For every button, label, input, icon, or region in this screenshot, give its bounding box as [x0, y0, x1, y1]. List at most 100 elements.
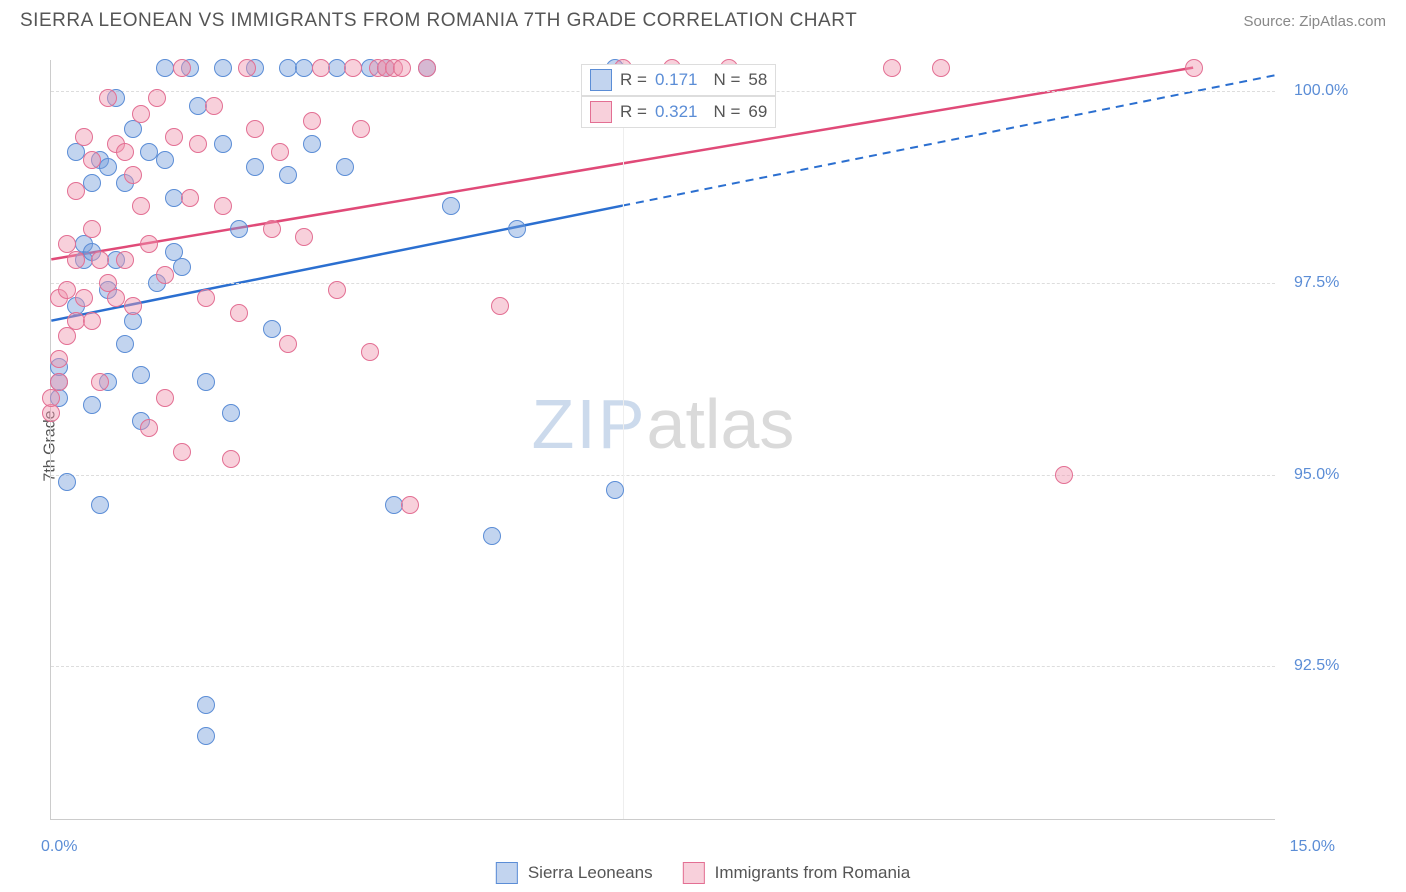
data-point — [124, 166, 142, 184]
data-point — [393, 59, 411, 77]
data-point — [116, 251, 134, 269]
data-point — [401, 496, 419, 514]
data-point — [352, 120, 370, 138]
data-point — [312, 59, 330, 77]
data-point — [156, 266, 174, 284]
data-point — [67, 182, 85, 200]
data-point — [238, 59, 256, 77]
data-point — [222, 404, 240, 422]
data-point — [205, 97, 223, 115]
data-point — [214, 197, 232, 215]
data-point — [279, 335, 297, 353]
stats-box: R = 0.321 N = 69 — [581, 96, 776, 128]
data-point — [83, 396, 101, 414]
data-point — [246, 158, 264, 176]
r-value: 0.171 — [655, 70, 698, 90]
xtick-label: 0.0% — [41, 838, 77, 856]
chart-title: SIERRA LEONEAN VS IMMIGRANTS FROM ROMANI… — [20, 10, 857, 32]
data-point — [75, 128, 93, 146]
data-point — [491, 297, 509, 315]
data-point — [75, 289, 93, 307]
n-value: 58 — [748, 70, 767, 90]
r-label: R = — [620, 70, 647, 90]
data-point — [42, 389, 60, 407]
data-point — [107, 289, 125, 307]
data-point — [173, 443, 191, 461]
ytick-label: 92.5% — [1294, 657, 1339, 675]
data-point — [263, 220, 281, 238]
stats-swatch — [590, 69, 612, 91]
data-point — [42, 404, 60, 422]
data-point — [197, 727, 215, 745]
data-point — [132, 366, 150, 384]
data-point — [173, 59, 191, 77]
data-point — [116, 143, 134, 161]
data-point — [222, 450, 240, 468]
source-label: Source: ZipAtlas.com — [1243, 13, 1386, 30]
data-point — [165, 128, 183, 146]
data-point — [148, 89, 166, 107]
data-point — [165, 189, 183, 207]
data-point — [50, 373, 68, 391]
gridline-h — [51, 283, 1275, 284]
data-point — [189, 135, 207, 153]
data-point — [189, 97, 207, 115]
legend-item: Sierra Leoneans — [496, 862, 653, 884]
gridline-h — [51, 666, 1275, 667]
data-point — [508, 220, 526, 238]
data-point — [58, 327, 76, 345]
data-point — [214, 135, 232, 153]
data-point — [385, 496, 403, 514]
data-point — [418, 59, 436, 77]
data-point — [883, 59, 901, 77]
data-point — [442, 197, 460, 215]
data-point — [1185, 59, 1203, 77]
xtick-label: 15.0% — [1290, 838, 1335, 856]
data-point — [263, 320, 281, 338]
data-point — [67, 251, 85, 269]
ytick-label: 97.5% — [1294, 274, 1339, 292]
r-label: R = — [620, 102, 647, 122]
data-point — [230, 304, 248, 322]
data-point — [140, 143, 158, 161]
data-point — [328, 281, 346, 299]
n-value: 69 — [748, 102, 767, 122]
data-point — [1055, 466, 1073, 484]
ytick-label: 95.0% — [1294, 466, 1339, 484]
data-point — [344, 59, 362, 77]
data-point — [279, 166, 297, 184]
data-point — [156, 151, 174, 169]
data-point — [91, 496, 109, 514]
data-point — [295, 59, 313, 77]
data-point — [140, 419, 158, 437]
data-point — [303, 135, 321, 153]
data-point — [173, 258, 191, 276]
data-point — [230, 220, 248, 238]
stats-swatch — [590, 101, 612, 123]
stats-box: R =0.171N =58 — [581, 64, 776, 96]
r-value: 0.321 — [655, 102, 698, 122]
data-point — [197, 289, 215, 307]
data-point — [303, 112, 321, 130]
trend-lines — [51, 60, 1275, 819]
data-point — [99, 158, 117, 176]
data-point — [83, 220, 101, 238]
data-point — [140, 235, 158, 253]
data-point — [91, 373, 109, 391]
chart-header: SIERRA LEONEAN VS IMMIGRANTS FROM ROMANI… — [0, 0, 1406, 32]
bottom-legend: Sierra LeoneansImmigrants from Romania — [496, 862, 910, 884]
legend-swatch — [496, 862, 518, 884]
data-point — [328, 59, 346, 77]
data-point — [116, 335, 134, 353]
gridline-h — [51, 475, 1275, 476]
data-point — [606, 481, 624, 499]
data-point — [361, 343, 379, 361]
data-point — [83, 312, 101, 330]
data-point — [214, 59, 232, 77]
data-point — [124, 297, 142, 315]
n-label: N = — [713, 102, 740, 122]
data-point — [67, 312, 85, 330]
data-point — [295, 228, 313, 246]
data-point — [58, 473, 76, 491]
data-point — [197, 373, 215, 391]
